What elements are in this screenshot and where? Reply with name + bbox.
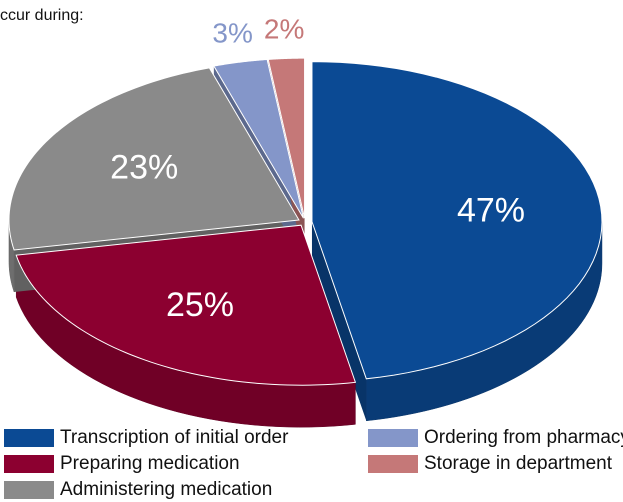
data-label: 2% (264, 14, 304, 45)
data-label: 47% (457, 191, 525, 229)
pie-tops (8, 57, 603, 386)
slice (8, 67, 300, 251)
data-label: 25% (166, 286, 234, 324)
legend-label: Preparing medication (60, 453, 240, 474)
slice-face (311, 221, 367, 421)
legend-label: Transcription of initial order (60, 427, 289, 448)
data-label: 3% (212, 18, 252, 49)
legend-label: Administering medication (60, 479, 272, 500)
chart-title: ccur during: (0, 7, 84, 24)
slice (15, 224, 357, 386)
slice (267, 57, 306, 219)
slice (213, 58, 304, 219)
legend-swatch (4, 429, 54, 447)
legend-label: Storage in department (424, 453, 613, 474)
slice (311, 61, 603, 380)
legend-swatch (368, 429, 418, 447)
legend-label: Ordering from pharmacy (424, 427, 623, 448)
legend-swatch (4, 481, 54, 499)
legend-swatch (4, 455, 54, 473)
legend-swatch (368, 455, 418, 473)
data-label: 23% (110, 149, 178, 187)
